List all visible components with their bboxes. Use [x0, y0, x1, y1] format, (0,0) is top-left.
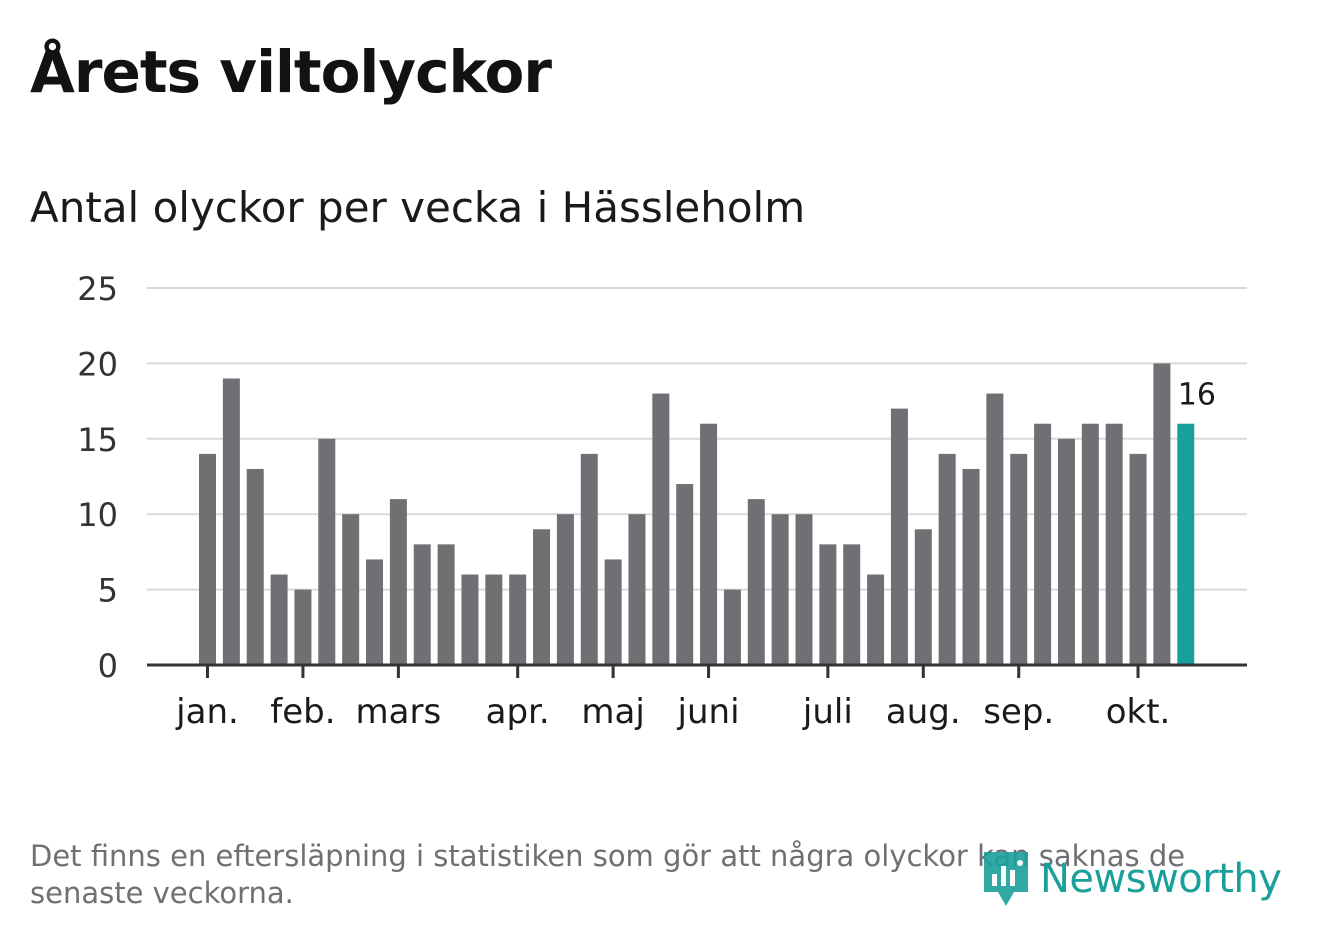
bar	[556, 514, 574, 665]
bar	[700, 423, 718, 665]
x-axis-tick-labels: jan. feb. mars apr. maj juni juli aug. sep. okt.	[175, 692, 1170, 732]
bar	[867, 574, 885, 665]
bar	[199, 453, 216, 665]
bar-highlighted	[1177, 423, 1195, 665]
x-tick-label: juni	[677, 692, 740, 732]
x-tick-label: okt.	[1106, 692, 1171, 732]
x-tick-label: aug.	[886, 692, 961, 732]
x-tick-label: maj	[581, 692, 644, 732]
bar	[795, 514, 813, 665]
bar	[270, 574, 288, 665]
y-tick-label: 0	[98, 647, 118, 685]
bar-chart: 0 5 10 15 20 25 jan. feb. mars apr. maj juni juli au…	[77, 270, 1247, 732]
bar	[533, 529, 551, 665]
bar	[604, 559, 622, 665]
brand-logo: Newsworthy	[980, 848, 1282, 910]
y-tick-label: 25	[77, 270, 118, 308]
bar	[747, 499, 765, 665]
data-labels: 16	[1174, 374, 1219, 416]
bar	[986, 393, 1004, 665]
bar	[652, 393, 670, 665]
data-label: 16	[1178, 378, 1216, 413]
x-tick-label: sep.	[983, 692, 1054, 732]
bar	[890, 408, 908, 665]
bar	[1081, 423, 1099, 665]
bar	[413, 544, 431, 665]
bar	[628, 514, 646, 665]
x-tick-label: mars	[356, 692, 442, 732]
newsworthy-logo-icon	[984, 852, 1028, 906]
y-tick-label: 15	[77, 421, 118, 459]
bar	[246, 468, 264, 665]
bar	[461, 574, 479, 665]
bar	[1057, 438, 1075, 665]
bar	[1129, 453, 1147, 665]
bar	[485, 574, 503, 665]
bar	[437, 544, 455, 665]
x-axis	[147, 663, 1247, 678]
bar	[962, 468, 980, 665]
y-axis-tick-labels: 0 5 10 15 20 25	[77, 270, 118, 685]
bar	[938, 453, 956, 665]
y-tick-label: 10	[77, 496, 118, 534]
x-tick-label: feb.	[270, 692, 335, 732]
bar	[771, 514, 789, 665]
bar	[509, 574, 527, 665]
chart-title: Årets viltolyckor	[30, 38, 552, 106]
bar	[294, 589, 312, 665]
bar	[723, 589, 741, 665]
bar	[1105, 423, 1123, 665]
chart-subtitle: Antal olyckor per vecka i Hässleholm	[30, 183, 806, 232]
bar	[914, 529, 932, 665]
y-tick-label: 20	[77, 345, 118, 383]
bar	[580, 453, 598, 665]
brand-name: Newsworthy	[1040, 856, 1282, 902]
bar	[819, 544, 837, 665]
x-tick-label: apr.	[486, 692, 550, 732]
x-tick-label: juli	[802, 692, 853, 732]
bar	[1153, 363, 1171, 665]
bar	[342, 514, 360, 665]
x-tick-label: jan.	[175, 692, 239, 732]
bar	[1034, 423, 1052, 665]
bar	[389, 499, 407, 665]
bar	[1010, 453, 1028, 665]
bar	[318, 438, 336, 665]
bars	[199, 363, 1195, 665]
bar	[676, 484, 694, 665]
bar	[843, 544, 861, 665]
bar	[366, 559, 384, 665]
bar	[222, 378, 240, 665]
y-tick-label: 5	[98, 572, 118, 610]
